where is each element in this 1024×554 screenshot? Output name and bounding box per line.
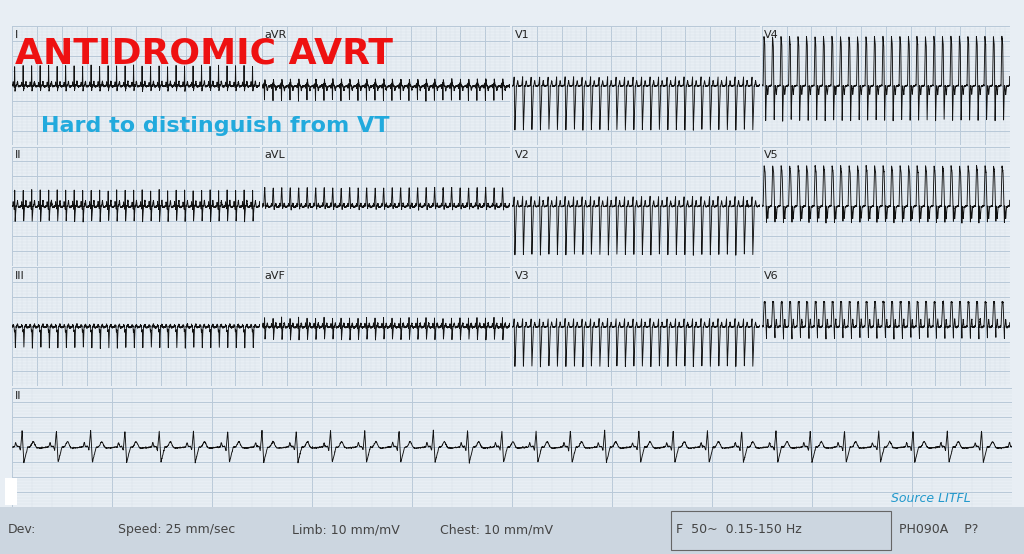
Bar	[671, 511, 891, 550]
Text: V1: V1	[514, 29, 529, 40]
Text: Hard to distinguish from VT: Hard to distinguish from VT	[41, 116, 389, 136]
Text: Source LITFL: Source LITFL	[891, 493, 971, 505]
Text: PH090A    P?: PH090A P?	[899, 523, 979, 536]
Text: aVL: aVL	[264, 150, 286, 160]
Text: V6: V6	[764, 270, 779, 281]
Text: II: II	[14, 150, 22, 160]
Text: V3: V3	[514, 270, 529, 281]
Text: aVF: aVF	[264, 270, 286, 281]
Text: V2: V2	[514, 150, 529, 160]
Text: F  50~  0.15-150 Hz: F 50~ 0.15-150 Hz	[676, 523, 802, 536]
Text: ANTIDROMIC AVRT: ANTIDROMIC AVRT	[15, 36, 393, 70]
Text: Speed: 25 mm/sec: Speed: 25 mm/sec	[118, 523, 236, 536]
Text: Dev:: Dev:	[8, 523, 37, 536]
Text: I: I	[14, 29, 18, 40]
Text: II: II	[15, 391, 22, 401]
Text: aVR: aVR	[264, 29, 287, 40]
Text: III: III	[14, 270, 25, 281]
Text: V4: V4	[764, 29, 779, 40]
Text: V5: V5	[764, 150, 779, 160]
Text: Limb: 10 mm/mV: Limb: 10 mm/mV	[292, 523, 399, 536]
Text: Chest: 10 mm/mV: Chest: 10 mm/mV	[440, 523, 553, 536]
